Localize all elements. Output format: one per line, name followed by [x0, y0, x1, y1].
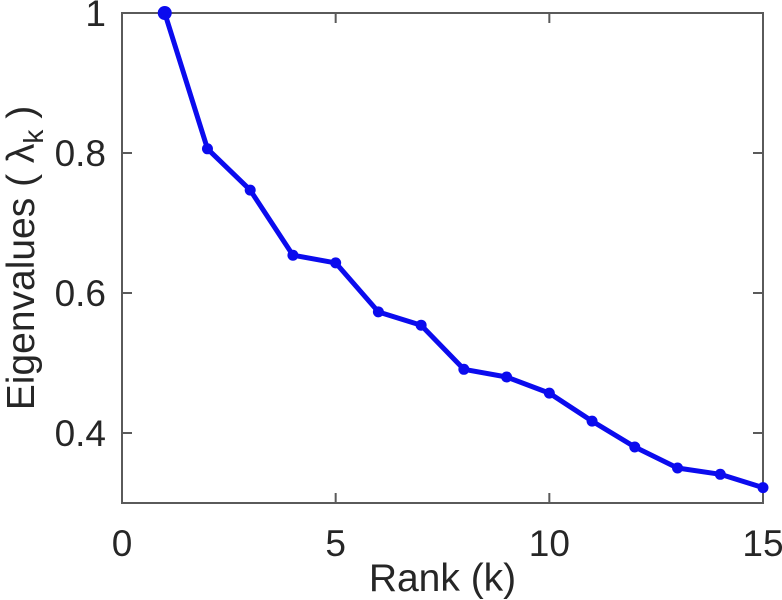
data-point-marker: [714, 468, 726, 480]
data-series: [157, 6, 769, 494]
data-point-marker: [244, 184, 256, 196]
x-tick-label: 0: [112, 523, 133, 564]
tick-labels: 0 5 10 15 0.4 0.6 0.8 1: [55, 0, 782, 564]
data-point-marker: [372, 306, 384, 318]
y-tick-label: 0.6: [55, 273, 106, 314]
x-tick-label: 15: [742, 523, 782, 564]
data-point-marker: [330, 257, 342, 269]
x-tick-label: 10: [529, 523, 570, 564]
plot-box: [121, 12, 764, 504]
y-tick-label: 0.8: [55, 133, 106, 174]
data-point-marker: [501, 371, 513, 383]
data-point-marker: [157, 6, 172, 20]
data-point-marker: [201, 143, 213, 155]
x-tick-label: 5: [325, 523, 346, 564]
data-point-marker: [586, 415, 598, 427]
data-point-marker: [672, 462, 684, 474]
data-point-marker: [458, 363, 470, 375]
data-point-marker: [287, 249, 299, 261]
x-axis-label: Rank (k): [369, 557, 516, 600]
y-axis-label: Eigenvalues ( λk ): [0, 106, 49, 410]
data-point-marker: [543, 387, 555, 399]
series-line: [162, 10, 766, 491]
y-tick-label: 1: [85, 0, 106, 34]
axis-ticks: [121, 12, 764, 503]
data-point-marker: [629, 441, 641, 453]
data-point-marker: [757, 482, 769, 494]
y-tick-label: 0.4: [55, 413, 106, 454]
data-point-marker: [415, 319, 427, 331]
